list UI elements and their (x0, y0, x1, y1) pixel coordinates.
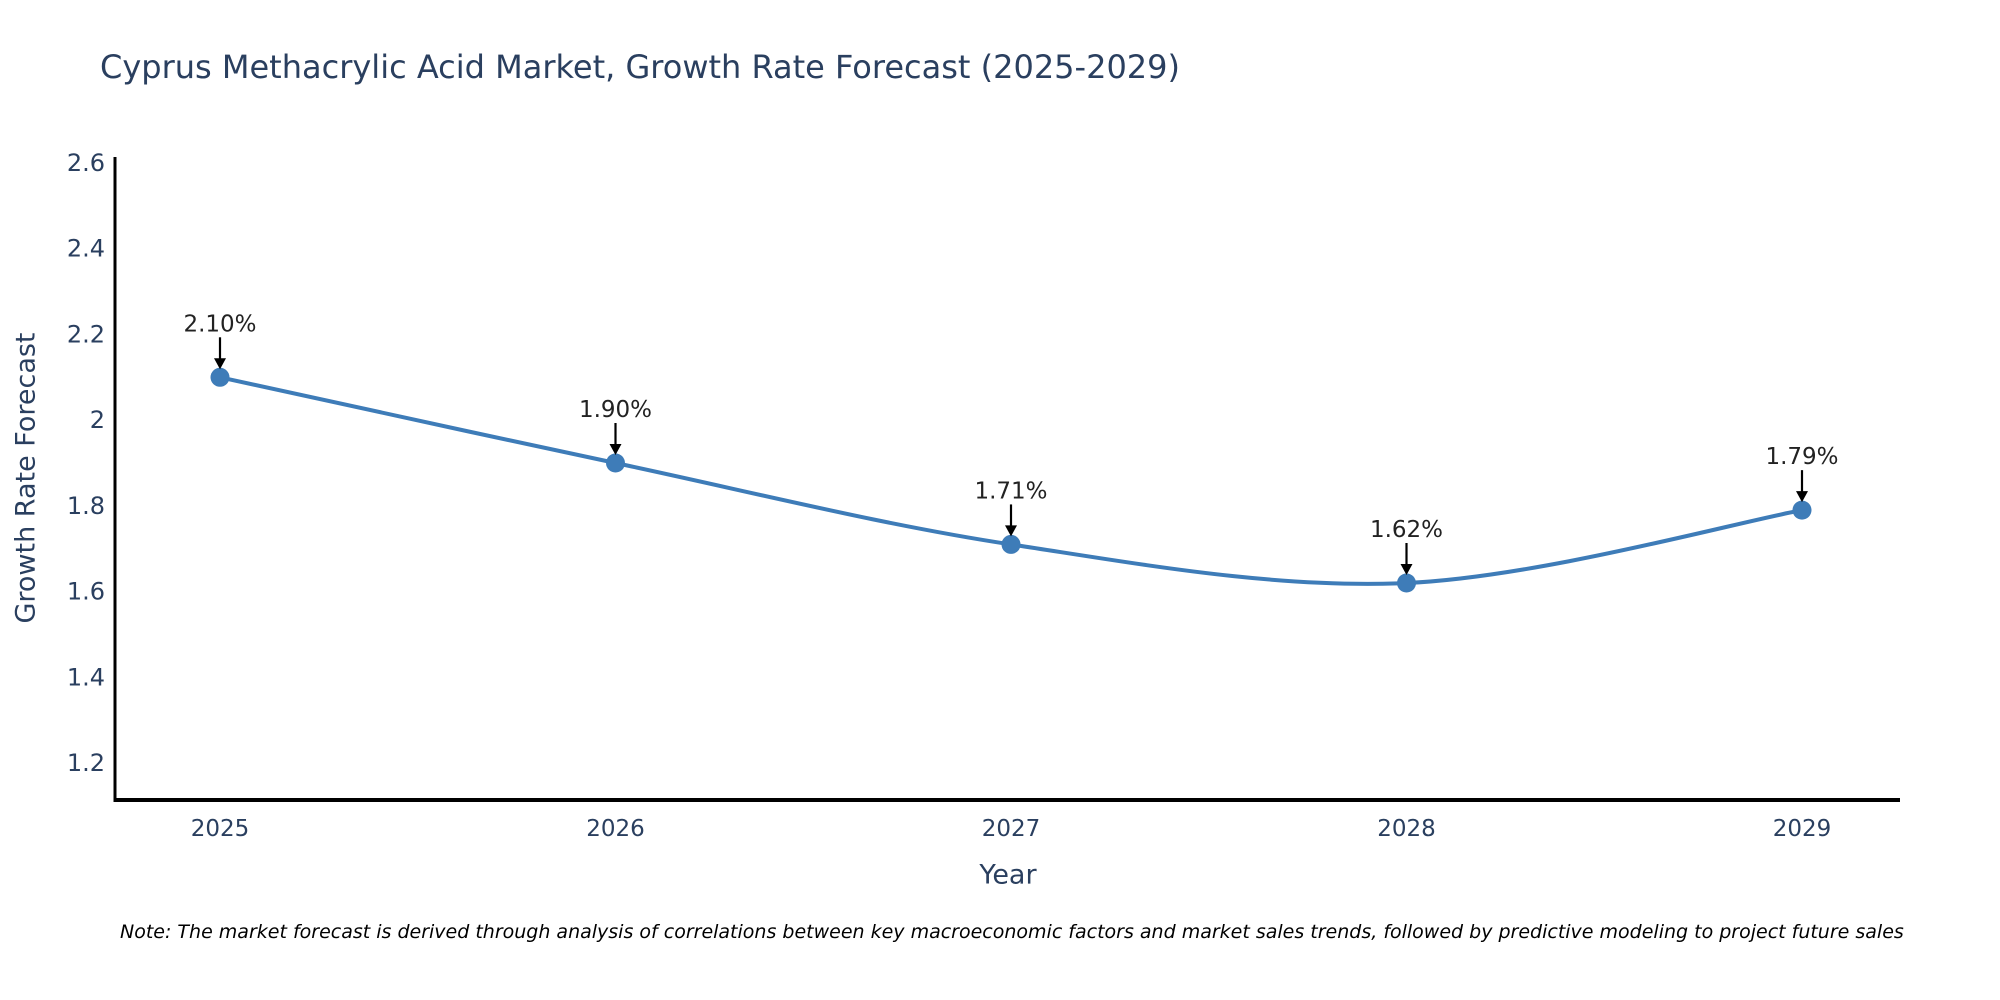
y-tick-label: 1.4 (67, 663, 105, 691)
data-point-marker (1792, 500, 1812, 520)
x-tick-label: 2028 (1377, 816, 1436, 842)
annotation-label: 1.79% (1765, 444, 1838, 470)
y-tick-label: 2.4 (67, 235, 105, 263)
x-tick-label: 2025 (191, 816, 250, 842)
data-point-marker (1001, 534, 1021, 554)
annotation-arrowhead (1400, 564, 1413, 575)
x-axis-title: Year (979, 859, 1037, 891)
annotation-label: 1.90% (579, 397, 652, 423)
annotation-arrowhead (609, 444, 622, 455)
annotation-label: 1.62% (1370, 517, 1443, 543)
annotation-arrowhead (1796, 491, 1808, 503)
chart-title: Cyprus Methacrylic Acid Market, Growth R… (100, 48, 1180, 86)
annotation-arrowhead (214, 358, 226, 370)
data-point-marker (210, 367, 230, 387)
y-tick-label: 1.2 (67, 749, 105, 777)
annotation-label: 1.71% (974, 478, 1047, 504)
annotation-label: 2.10% (183, 311, 256, 337)
annotation-arrowhead (1005, 525, 1017, 537)
data-point-marker (606, 453, 625, 473)
y-tick-label: 1.6 (67, 578, 105, 606)
x-tick-label: 2027 (982, 816, 1041, 842)
x-tick-label: 2026 (586, 816, 645, 842)
y-tick-label: 2 (90, 406, 105, 434)
y-tick-label: 2.2 (67, 320, 105, 348)
y-tick-label: 1.8 (67, 492, 105, 520)
x-tick-label: 2029 (1773, 816, 1832, 842)
data-point-marker (1397, 573, 1416, 593)
y-tick-label: 2.6 (67, 149, 105, 177)
footnote: Note: The market forecast is derived thr… (120, 921, 1904, 943)
